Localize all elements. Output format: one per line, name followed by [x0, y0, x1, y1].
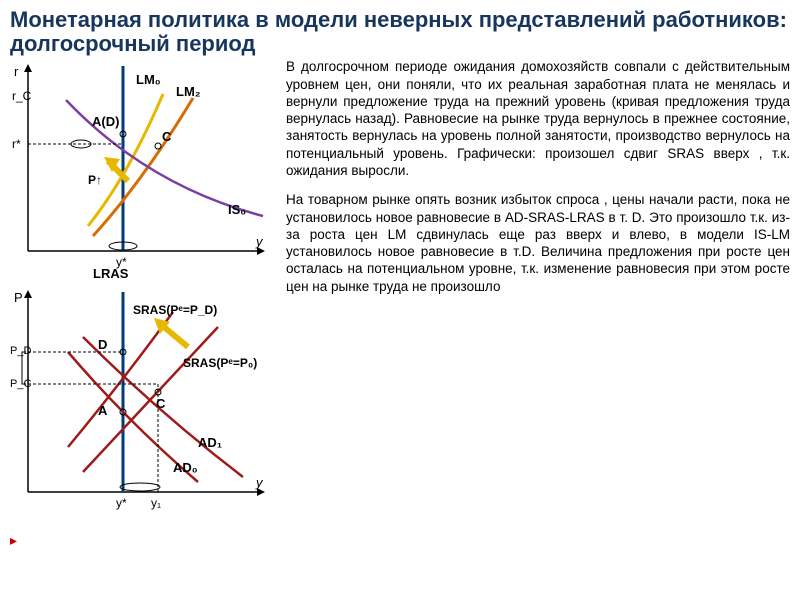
svg-text:y*: y*	[116, 496, 127, 510]
svg-text:A: A	[98, 403, 108, 418]
svg-text:LRAS: LRAS	[93, 266, 129, 281]
rstar-label: r*	[12, 137, 21, 151]
svg-text:y: y	[255, 475, 264, 490]
paragraph-1: В долгосрочном периоде ожидания домохозя…	[286, 58, 790, 179]
svg-text:P: P	[14, 290, 23, 305]
svg-text:AD₀: AD₀	[173, 460, 198, 475]
svg-text:SRAS(Pᵉ=P₀): SRAS(Pᵉ=P₀)	[183, 356, 257, 370]
islm-chart: r r_C r* y y* LM₀ LM₂ IS₀ A(D) C P↑ LRAS	[10, 58, 270, 283]
bullet-icon: ▸	[10, 532, 280, 549]
svg-text:P↑: P↑	[88, 173, 102, 187]
svg-text:A(D): A(D)	[92, 114, 119, 129]
text-column: В долгосрочном периоде ожидания домохозя…	[286, 58, 790, 592]
svg-text:LM₀: LM₀	[136, 72, 161, 87]
svg-text:P_C: P_C	[10, 378, 31, 390]
svg-text:y: y	[255, 234, 264, 249]
svg-text:r: r	[14, 64, 19, 79]
svg-text:C: C	[162, 129, 172, 144]
svg-text:IS₀: IS₀	[228, 202, 246, 217]
adas-chart: P P_D P_C y y* y₁ SRAS(Pᵉ=P_D) SRAS(Pᵉ=P…	[10, 288, 270, 523]
svg-text:C: C	[156, 396, 166, 411]
svg-text:AD₁: AD₁	[198, 435, 222, 450]
svg-text:D: D	[98, 337, 107, 352]
rc-label: r_C	[12, 89, 32, 103]
svg-text:SRAS(Pᵉ=P_D): SRAS(Pᵉ=P_D)	[133, 303, 217, 317]
page-title: Монетарная политика в модели неверных пр…	[10, 8, 790, 56]
paragraph-2: На товарном рынке опять возник избыток с…	[286, 191, 790, 295]
svg-text:P_D: P_D	[10, 345, 31, 357]
charts-column: r r_C r* y y* LM₀ LM₂ IS₀ A(D) C P↑ LRAS	[10, 58, 280, 592]
svg-text:y₁: y₁	[151, 496, 161, 510]
svg-text:LM₂: LM₂	[176, 84, 201, 99]
